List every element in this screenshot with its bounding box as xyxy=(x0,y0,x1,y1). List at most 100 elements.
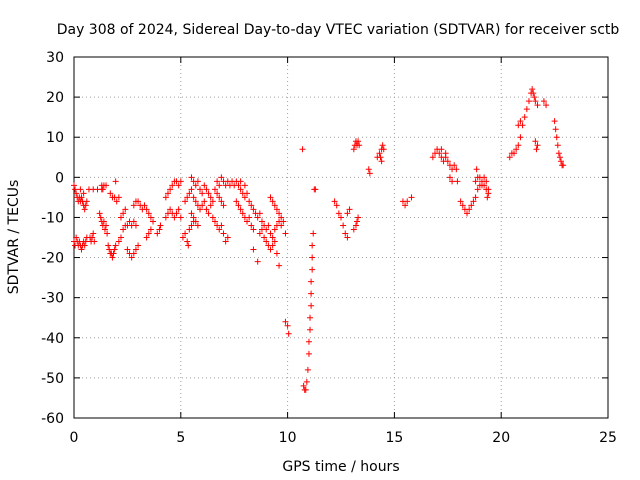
data-point xyxy=(517,134,524,141)
data-point xyxy=(473,166,480,173)
data-point xyxy=(182,230,189,237)
data-point xyxy=(457,198,464,205)
data-point xyxy=(532,98,539,105)
data-point xyxy=(216,182,223,189)
data-point xyxy=(352,222,359,229)
data-point xyxy=(355,138,362,145)
data-point xyxy=(267,230,274,237)
data-points xyxy=(71,86,567,393)
data-point xyxy=(96,210,103,217)
data-point xyxy=(175,206,182,213)
data-point xyxy=(453,166,460,173)
data-point xyxy=(107,190,114,197)
data-point xyxy=(521,114,528,121)
data-point xyxy=(308,278,315,285)
data-point xyxy=(454,178,461,185)
data-point xyxy=(157,222,164,229)
data-point xyxy=(192,182,199,189)
data-point xyxy=(120,226,127,233)
data-point xyxy=(179,234,186,241)
data-point xyxy=(72,186,79,193)
data-point xyxy=(241,194,248,201)
data-point xyxy=(132,246,139,253)
data-point xyxy=(335,210,342,217)
data-point xyxy=(235,202,242,209)
data-point xyxy=(205,190,212,197)
data-point xyxy=(464,210,471,217)
axis-ticks: 0 5 10 15 20 25 -60 -50 -40 -30 -20 -10 0 10 20 30 xyxy=(41,50,617,446)
data-point xyxy=(258,226,265,233)
data-point xyxy=(554,142,561,149)
data-point xyxy=(188,222,195,229)
data-point xyxy=(216,226,223,233)
data-point xyxy=(285,330,292,337)
data-point xyxy=(214,190,221,197)
data-point xyxy=(485,186,492,193)
data-point xyxy=(244,218,251,225)
data-point xyxy=(190,214,197,221)
data-point xyxy=(533,146,540,153)
data-point xyxy=(115,238,122,245)
data-point xyxy=(305,350,312,357)
y-tick-label: -40 xyxy=(41,331,64,347)
data-point xyxy=(442,150,449,157)
data-point xyxy=(472,178,479,185)
data-point xyxy=(377,154,384,161)
data-point xyxy=(481,174,488,181)
data-point xyxy=(177,214,184,221)
data-point xyxy=(81,206,88,213)
x-axis-label: GPS time / hours xyxy=(282,459,399,475)
data-point xyxy=(203,186,210,193)
data-point xyxy=(145,230,152,237)
data-point xyxy=(511,150,518,157)
data-point xyxy=(267,194,274,201)
data-point xyxy=(282,230,289,237)
data-point xyxy=(263,238,270,245)
data-point xyxy=(209,198,216,205)
data-point xyxy=(197,186,204,193)
data-point xyxy=(532,138,539,145)
grid xyxy=(74,57,608,418)
x-tick-label: 20 xyxy=(492,430,510,446)
data-point xyxy=(248,202,255,209)
data-point xyxy=(104,230,111,237)
data-point xyxy=(239,210,246,217)
data-point xyxy=(513,146,520,153)
data-point xyxy=(254,214,261,221)
data-point xyxy=(209,214,216,221)
data-point xyxy=(342,230,349,237)
data-point xyxy=(205,210,212,217)
data-point xyxy=(276,210,283,217)
data-point xyxy=(167,206,174,213)
x-tick-label: 15 xyxy=(385,430,403,446)
data-point xyxy=(300,382,307,389)
data-point xyxy=(282,318,289,325)
data-point xyxy=(184,238,191,245)
data-point xyxy=(553,134,560,141)
data-point xyxy=(530,90,537,97)
data-point xyxy=(305,338,312,345)
data-point xyxy=(81,242,88,249)
data-point xyxy=(117,214,124,221)
data-point xyxy=(267,246,274,253)
data-point xyxy=(269,234,276,241)
data-point xyxy=(132,222,139,229)
data-point xyxy=(192,218,199,225)
data-point xyxy=(164,190,171,197)
data-point xyxy=(483,178,490,185)
data-point xyxy=(302,386,309,393)
data-point xyxy=(143,234,150,241)
data-point xyxy=(402,202,409,209)
data-point xyxy=(338,214,344,221)
data-point xyxy=(237,186,244,193)
data-point xyxy=(472,194,479,201)
data-point xyxy=(177,178,184,185)
data-point xyxy=(222,238,229,245)
data-point xyxy=(141,202,148,209)
data-point xyxy=(112,178,119,185)
data-point xyxy=(173,210,180,217)
data-point xyxy=(91,238,98,245)
data-point xyxy=(106,246,113,253)
data-point xyxy=(309,254,316,261)
data-point xyxy=(478,182,485,189)
